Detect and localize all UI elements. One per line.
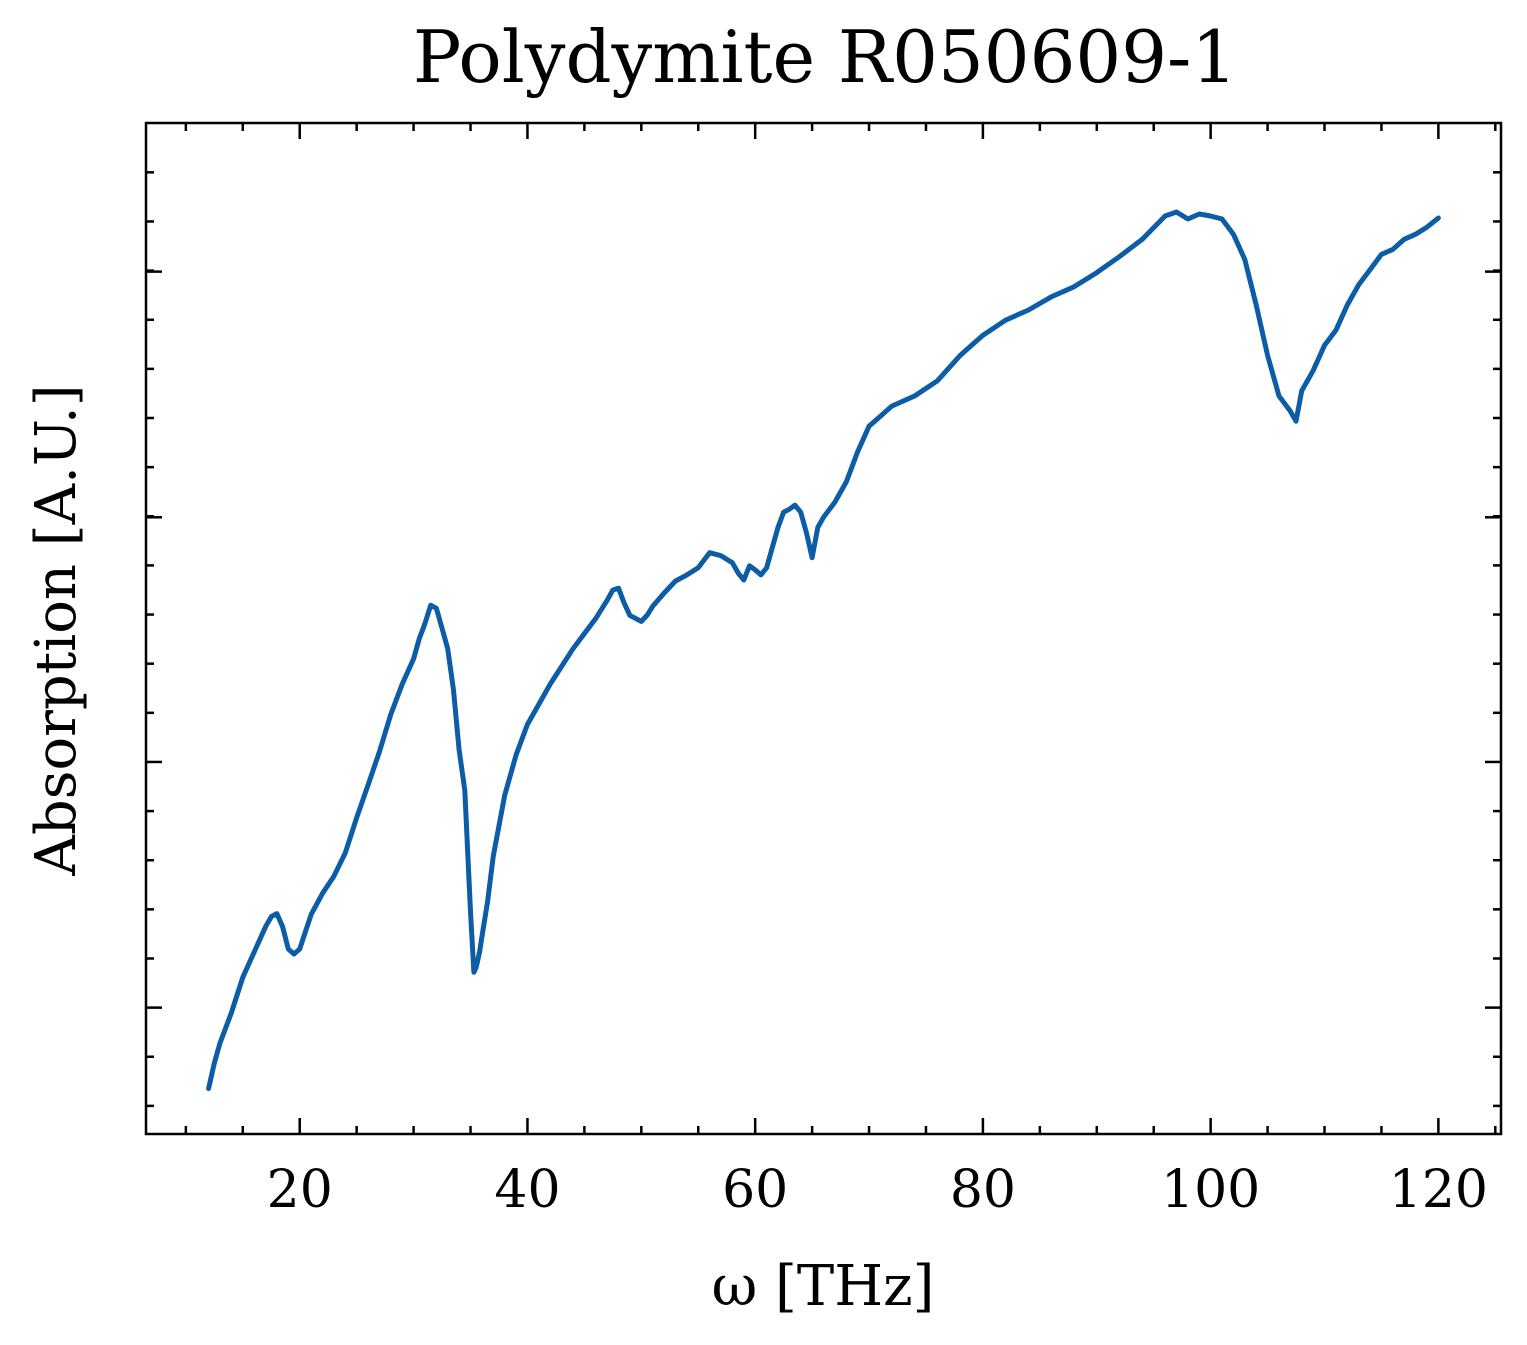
x-tick-labels: 20 40 60 80 100 120 xyxy=(267,1160,1488,1220)
series-line xyxy=(206,209,1441,1091)
x-tick-label: 120 xyxy=(1389,1160,1488,1220)
y-axis-label: Absorption [A.U.] xyxy=(24,384,89,876)
x-tick-label: 20 xyxy=(267,1160,333,1220)
chart-title: Polydymite R050609-1 xyxy=(413,15,1237,99)
x-tick-label: 100 xyxy=(1161,1160,1260,1220)
x-axis-label: ω [THz] xyxy=(712,1254,935,1319)
axis-ticks xyxy=(146,123,1501,1134)
plot-area xyxy=(144,121,1503,1136)
x-tick-label: 80 xyxy=(950,1160,1016,1220)
x-tick-label: 40 xyxy=(494,1160,560,1220)
plot-frame xyxy=(144,121,1503,1136)
x-tick-label: 60 xyxy=(722,1160,788,1220)
